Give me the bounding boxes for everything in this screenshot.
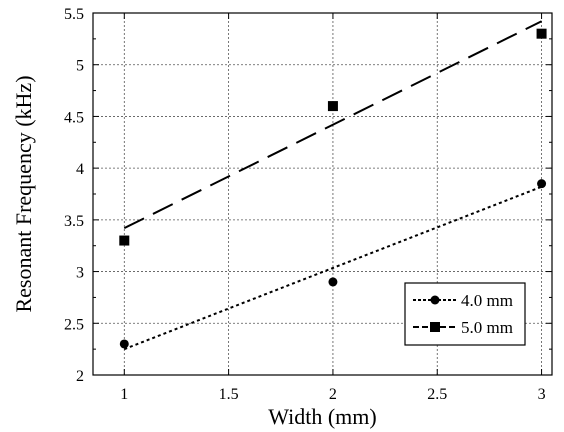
trend-lines bbox=[123, 20, 543, 351]
legend-label: 5.0 mm bbox=[461, 318, 513, 337]
data-point bbox=[536, 28, 547, 39]
data-point bbox=[327, 101, 338, 112]
y-tick-label: 3 bbox=[76, 265, 84, 282]
trend-line-series-2 bbox=[123, 20, 543, 230]
y-tick-label: 5 bbox=[76, 58, 84, 75]
y-tick-label: 4.5 bbox=[64, 109, 84, 126]
y-tick-label: 2.5 bbox=[64, 316, 84, 333]
x-tick-label: 2 bbox=[329, 386, 337, 403]
legend: 4.0 mm 5.0 mm bbox=[404, 282, 526, 346]
y-tick-label: 5.5 bbox=[64, 6, 84, 23]
x-tick-label: 2.5 bbox=[427, 386, 447, 403]
legend-label: 4.0 mm bbox=[461, 291, 513, 310]
data-points bbox=[119, 28, 547, 349]
x-axis-title: Width (mm) bbox=[268, 404, 377, 429]
y-tick-label: 4 bbox=[76, 161, 84, 178]
y-tick-label: 3.5 bbox=[64, 213, 84, 230]
x-tick-label: 1.5 bbox=[219, 386, 239, 403]
data-point bbox=[328, 277, 338, 287]
legend-marker bbox=[430, 295, 440, 305]
legend-box bbox=[404, 282, 526, 346]
data-point bbox=[537, 179, 547, 189]
legend-marker bbox=[430, 322, 440, 332]
x-tick-label: 1 bbox=[120, 386, 128, 403]
y-axis-title: Resonant Frequency (kHz) bbox=[11, 75, 36, 312]
data-point bbox=[119, 235, 130, 246]
trend-line-series-1 bbox=[123, 185, 542, 351]
y-tick-label: 2 bbox=[76, 368, 84, 385]
data-point bbox=[119, 339, 129, 349]
axis-ticks: 1 1.5 2 2.5 3 2 2.5 3 3.5 4 4.5 5 5.5 bbox=[64, 6, 552, 403]
x-tick-label: 3 bbox=[538, 386, 546, 403]
